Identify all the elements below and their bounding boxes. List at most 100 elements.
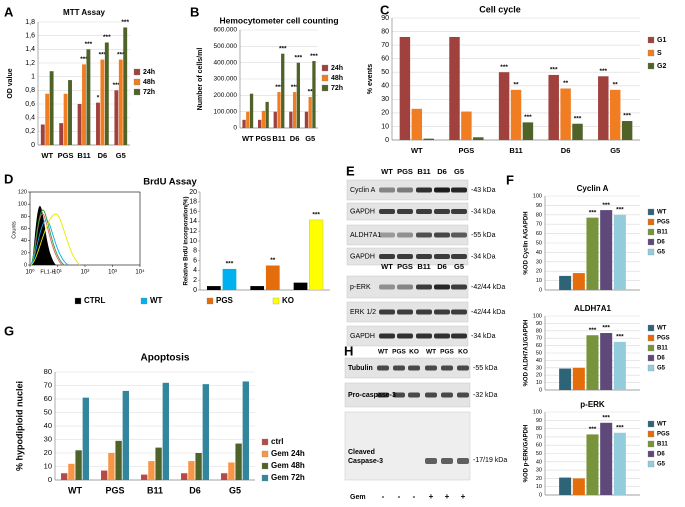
y-tick-label: 10 <box>189 238 197 245</box>
x-tick-label: G5 <box>229 485 241 495</box>
bar <box>308 96 312 128</box>
band <box>397 232 413 238</box>
band <box>441 458 453 464</box>
x-tick-label: D6 <box>189 485 201 495</box>
band <box>451 209 467 214</box>
legend-label: PGS <box>657 220 670 226</box>
x-tick-label: WT <box>68 485 82 495</box>
y-tick-label: 40 <box>44 421 52 430</box>
row-label: GAPDH <box>350 208 375 215</box>
significance: *** <box>295 54 303 61</box>
y-tick-label: 16 <box>189 208 197 215</box>
bar <box>613 341 626 390</box>
x-tick-label: WT <box>411 146 423 155</box>
y-tick-label: 80 <box>536 212 542 218</box>
band <box>408 392 420 398</box>
y-tick-label: 40 <box>536 250 542 256</box>
legend-label: WT <box>657 422 667 428</box>
bar <box>86 49 91 146</box>
x-tick-label: 10³ <box>108 270 117 276</box>
x-tick-label: PGS <box>105 485 124 495</box>
band <box>434 333 450 339</box>
y-axis-title: % events <box>367 64 374 94</box>
blot-strip <box>344 357 471 379</box>
bar <box>202 384 209 480</box>
legend-swatch <box>647 460 655 468</box>
lane-label: B11 <box>417 167 430 176</box>
bar <box>273 111 277 128</box>
y-tick-label: 400.000 <box>214 59 238 66</box>
significance: *** <box>291 84 299 91</box>
band <box>416 232 432 238</box>
bar <box>586 434 599 495</box>
significance: ** <box>613 82 619 89</box>
significance: *** <box>602 415 610 422</box>
band <box>397 254 413 259</box>
legend-swatch <box>647 238 655 246</box>
bar <box>265 265 280 290</box>
x-tick-label: PGS <box>458 146 474 155</box>
lane-label: D6 <box>437 167 447 176</box>
band <box>441 365 453 371</box>
legend-label: G2 <box>657 63 666 70</box>
y-tick-label: 50 <box>536 240 542 246</box>
y-tick-label: 20 <box>189 189 197 196</box>
legend-swatch <box>647 430 655 438</box>
legend-swatch <box>647 324 655 332</box>
legend-swatch <box>647 420 655 428</box>
legend-label: PGS <box>657 336 670 342</box>
y-tick-label: 30 <box>536 259 542 265</box>
y-tick-label: 1,2 <box>25 60 35 67</box>
y-tick-label: 90 <box>536 321 542 327</box>
legend-label: G5 <box>657 462 666 468</box>
y-tick-label: 100 <box>533 193 542 199</box>
y-tick-label: 200.000 <box>214 92 238 99</box>
band <box>393 365 405 371</box>
y-axis-title: Number of cells/ml <box>197 48 204 111</box>
bar <box>68 80 72 145</box>
legend-swatch <box>321 64 329 72</box>
significance: *** <box>602 325 610 332</box>
bar <box>148 461 155 480</box>
bar <box>118 59 123 146</box>
y-tick-label: 0 <box>539 387 542 393</box>
y-tick-label: 60 <box>44 394 52 403</box>
treatment-mark: + <box>429 492 434 501</box>
chart-title: Cyclin A <box>577 184 609 193</box>
legend-swatch <box>647 354 655 362</box>
bar <box>207 286 221 290</box>
y-tick-label: 20 <box>536 269 542 275</box>
y-tick-label: 6 <box>193 257 197 264</box>
histogram-curve <box>30 219 69 266</box>
band <box>416 187 432 193</box>
bar <box>235 443 242 480</box>
y-tick-label: 18 <box>189 199 197 206</box>
significance: *** <box>550 67 558 74</box>
band <box>425 392 437 398</box>
bar <box>399 36 411 140</box>
bar <box>560 88 571 140</box>
band <box>451 309 467 315</box>
band <box>416 284 432 290</box>
significance: *** <box>589 327 597 334</box>
row-label: Pro-caspase-3 <box>348 392 396 399</box>
significance: *** <box>616 334 624 341</box>
y-tick-label: 70 <box>536 222 542 228</box>
legend-swatch <box>647 218 655 226</box>
legend-label: CTRL <box>84 296 105 305</box>
legend-swatch <box>261 474 269 482</box>
legend-swatch <box>272 297 280 305</box>
y-tick-label: 70 <box>536 434 542 440</box>
bar <box>242 381 249 480</box>
treatment-mark: - <box>382 492 385 501</box>
bar <box>242 119 246 128</box>
panel-label: A <box>4 4 14 19</box>
legend-label: KO <box>282 296 294 305</box>
legend-swatch <box>261 462 269 470</box>
legend-label: G5 <box>657 366 666 372</box>
band <box>379 284 395 290</box>
size-label: -17/19 kDa <box>473 457 507 464</box>
lane-label: B11 <box>417 262 430 271</box>
y-tick-label: 0 <box>385 137 389 144</box>
bar <box>265 101 269 128</box>
